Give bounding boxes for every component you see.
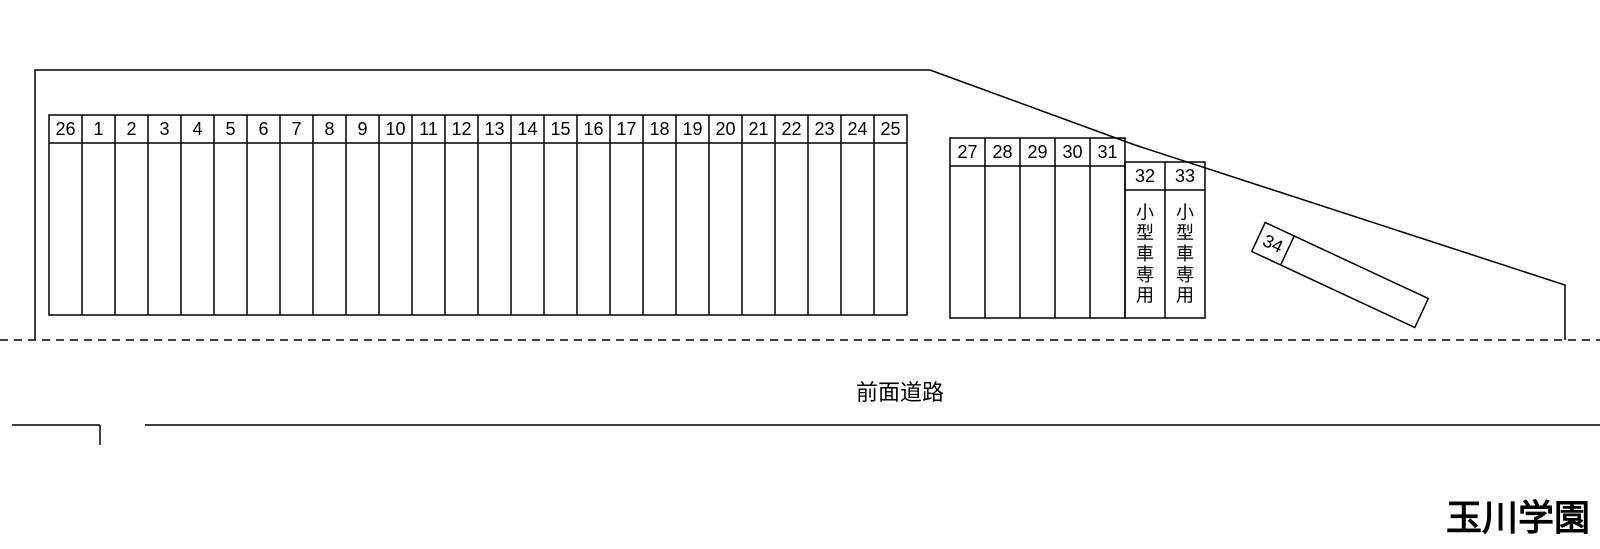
slot-27: 27 [957,142,977,162]
small-car-label: 用 [1176,286,1194,306]
slot-32: 32 [1135,166,1155,186]
slot-20: 20 [715,119,735,139]
slot-15: 15 [550,119,570,139]
slot-23: 23 [814,119,834,139]
slot-30: 30 [1062,142,1082,162]
slot-13: 13 [484,119,504,139]
slot-24: 24 [847,119,867,139]
parking-diagram: 前面道路玉川学園26123456789101112131415161718192… [0,0,1600,549]
slot-3: 3 [159,119,169,139]
small-car-label: 用 [1136,286,1154,306]
slot-19: 19 [682,119,702,139]
small-car-label: 型 [1176,223,1194,243]
slot-4: 4 [192,119,202,139]
small-car-label: 小 [1136,202,1154,222]
slot-2: 2 [126,119,136,139]
small-car-label: 型 [1136,223,1154,243]
slot-29: 29 [1027,142,1047,162]
slot-16: 16 [583,119,603,139]
slot-22: 22 [781,119,801,139]
slot-26: 26 [55,119,75,139]
small-car-label: 車 [1176,244,1194,264]
slot-18: 18 [649,119,669,139]
slot-33: 33 [1175,166,1195,186]
slot-17: 17 [616,119,636,139]
small-car-label: 専 [1136,265,1154,285]
slot-31: 31 [1097,142,1117,162]
slot-9: 9 [357,119,367,139]
slot-8: 8 [324,119,334,139]
small-car-label: 専 [1176,265,1194,285]
slot-25: 25 [880,119,900,139]
road-label: 前面道路 [856,380,944,405]
slot-21: 21 [748,119,768,139]
slot-14: 14 [517,119,537,139]
slot-10: 10 [385,119,405,139]
block-c: 3233小型車専用小型車専用 [1125,162,1205,318]
slot-11: 11 [419,119,438,139]
slot-5: 5 [225,119,235,139]
small-car-label: 小 [1176,202,1194,222]
title: 玉川学園 [1446,497,1590,538]
slot-1: 1 [93,119,103,139]
slot-6: 6 [258,119,268,139]
small-car-label: 車 [1136,244,1154,264]
slot-28: 28 [992,142,1012,162]
slot-12: 12 [451,119,471,139]
slot-7: 7 [291,119,301,139]
